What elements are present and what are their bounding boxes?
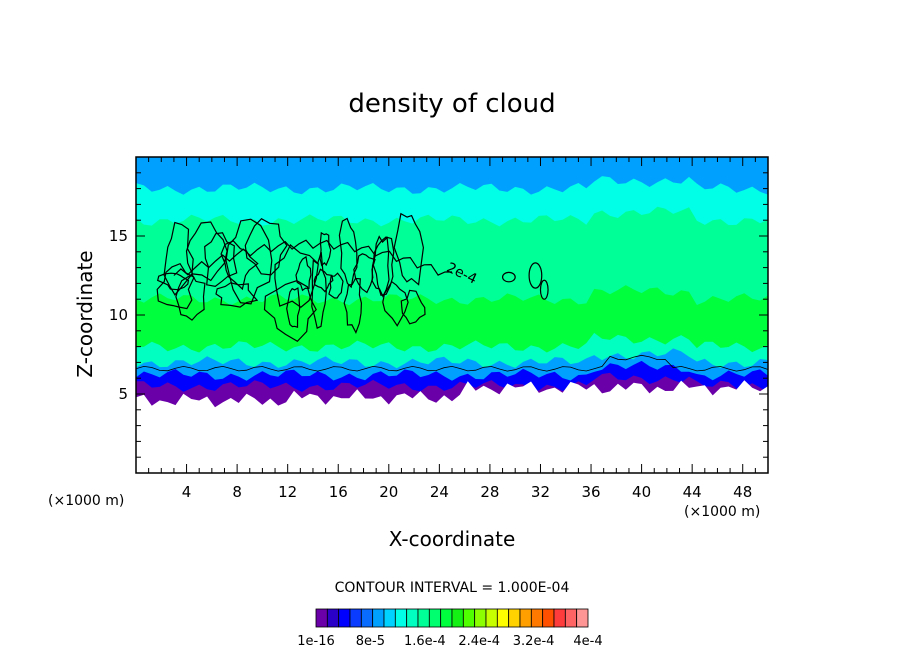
colorbar-swatch (349, 608, 362, 628)
colorbar-swatch (360, 608, 374, 628)
x-axis-label: X-coordinate (389, 527, 516, 551)
contour-line (328, 272, 344, 299)
contour-line (528, 262, 543, 289)
contour-line (371, 235, 390, 298)
colorbar-labels: 1e-16 8e-5 1.6e-4 2.4e-4 3.2e-4 4e-4 (297, 634, 602, 649)
colorbar-label: 1e-16 (297, 634, 335, 649)
colorbar-swatch (530, 608, 544, 628)
contour-interval-note: CONTOUR INTERVAL = 1.000E-04 (335, 580, 570, 596)
contour-line (353, 253, 376, 294)
colorbar-swatch (553, 608, 566, 628)
colorbar-swatch (474, 608, 487, 628)
colorbar-swatch (542, 608, 555, 628)
colorbar-swatch (440, 608, 453, 628)
y-tick-label: 10 (109, 306, 128, 324)
contour-line (501, 271, 516, 283)
x-tick-label: 36 (581, 483, 600, 501)
contour-line (156, 262, 195, 310)
contour-line (393, 212, 425, 286)
contour-line (163, 221, 194, 296)
plot-area (136, 157, 768, 474)
colorbar-label: 8e-5 (356, 634, 385, 649)
x-unit-left: (×1000 m) (48, 493, 124, 509)
colorbar-swatch (338, 608, 351, 628)
contour-line-low (135, 354, 769, 372)
y-tick-label: 15 (109, 227, 128, 245)
x-tick-label: 24 (430, 483, 449, 501)
colorbar (315, 608, 589, 628)
x-tick-label: 40 (632, 483, 651, 501)
contour-line (244, 217, 288, 276)
contour-line (286, 287, 301, 329)
x-tick-label: 20 (379, 483, 398, 501)
colorbar-swatch (383, 608, 396, 628)
contour-line (274, 244, 319, 308)
contour-line (157, 272, 190, 291)
contour-line (382, 280, 409, 327)
x-tick-label: 32 (531, 483, 550, 501)
contour-line (338, 217, 358, 289)
colorbar-swatch (315, 608, 328, 628)
colorbar-swatch (485, 608, 498, 628)
x-tick-label: 28 (480, 483, 499, 501)
colorbar-label: 3.2e-4 (513, 634, 555, 649)
colorbar-swatch (372, 608, 385, 628)
x-tick-label: 16 (329, 483, 348, 501)
colorbar-label: 4e-4 (573, 634, 602, 649)
colorbar-swatch (462, 608, 476, 628)
x-tick-label: 44 (683, 483, 702, 501)
colorbar-swatch (508, 608, 521, 628)
colorbar-label: 2.4e-4 (458, 634, 500, 649)
contour-line (400, 289, 426, 325)
colorbar-swatch (428, 608, 442, 628)
x-unit-right: (×1000 m) (684, 504, 760, 520)
x-tick-label: 48 (733, 483, 752, 501)
x-tick-label: 4 (182, 483, 192, 501)
contour-line (539, 279, 549, 300)
y-tick-label: 5 (118, 385, 128, 403)
y-axis-label: Z-coordinate (73, 250, 97, 377)
contour-line (215, 282, 259, 308)
colorbar-swatch (519, 608, 532, 628)
contour-line (204, 232, 238, 288)
chart-title: density of cloud (348, 89, 555, 119)
contour-line (263, 280, 317, 343)
colorbar-label: 1.6e-4 (404, 634, 446, 649)
colorbar-swatch (451, 608, 464, 628)
contour-line (185, 221, 228, 282)
contour-envelope (173, 239, 452, 276)
colorbar-swatch (564, 608, 578, 628)
colorbar-swatch (417, 608, 430, 628)
colorbar-swatch (326, 608, 340, 628)
x-tick-label: 8 (232, 483, 242, 501)
clear-air-region (136, 380, 768, 473)
contour-line (175, 273, 206, 321)
colorbar-swatch (406, 608, 419, 628)
colorbar-swatch (496, 608, 510, 628)
contour-line (343, 277, 363, 334)
colorbar-swatch (576, 608, 589, 628)
colorbar-swatch (394, 608, 408, 628)
x-tick-label: 12 (278, 483, 297, 501)
contour-line (319, 231, 332, 267)
